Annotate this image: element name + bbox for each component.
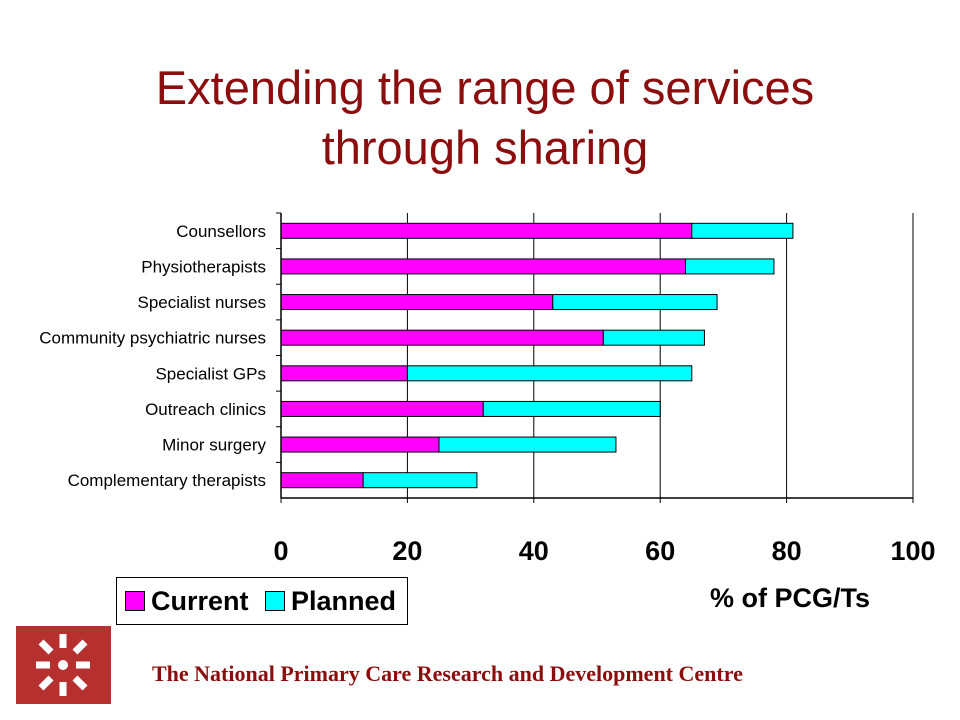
- slide-title: Extending the range of services through …: [60, 58, 910, 178]
- slide-title-line1: Extending the range of services: [155, 61, 815, 114]
- bar-current: [280, 400, 484, 417]
- x-tick-label: 20: [392, 536, 422, 566]
- bar-current: [280, 222, 693, 239]
- category-label: Specialist GPs: [155, 364, 266, 383]
- category-label: Specialist nurses: [137, 293, 266, 312]
- x-tick-label: 0: [273, 536, 288, 566]
- chart-gridlines: [406, 213, 914, 498]
- category-label: Complementary therapists: [68, 471, 266, 490]
- category-label: Physiotherapists: [141, 257, 266, 276]
- legend-item-planned: Planned: [265, 586, 396, 616]
- bar-current: [280, 365, 408, 382]
- chart-bars: [280, 222, 794, 489]
- bar-planned: [482, 400, 661, 417]
- legend-swatch-planned: [265, 591, 285, 611]
- x-axis-title: % of PCG/Ts: [710, 583, 871, 613]
- x-tick-label: 80: [772, 536, 802, 566]
- category-label: Community psychiatric nurses: [39, 329, 266, 348]
- stacked-bar-chart: Counsellors Physiotherapists Specialist nu…: [39, 212, 936, 566]
- legend-label-current: Current: [151, 585, 249, 616]
- chart-category-labels: Counsellors Physiotherapists Specialist nu…: [39, 222, 266, 490]
- x-tick-label: 100: [890, 536, 935, 566]
- bar-planned: [684, 258, 775, 275]
- legend-swatch-current: [125, 591, 145, 611]
- bar-planned: [602, 329, 705, 346]
- asterisk-logo-icon: [16, 626, 111, 704]
- bar-current: [280, 294, 554, 311]
- slide-title-line2: through sharing: [321, 121, 649, 174]
- x-tick-label: 60: [645, 536, 675, 566]
- bar-current: [280, 436, 440, 453]
- bar-current: [280, 329, 604, 346]
- category-label: Outreach clinics: [145, 400, 266, 419]
- bar-planned: [691, 222, 794, 239]
- category-label: Counsellors: [176, 222, 266, 241]
- footer-organization: The National Primary Care Research and D…: [152, 661, 743, 686]
- category-label: Minor surgery: [162, 436, 266, 455]
- chart-tick-labels: 0 20 40 60 80 100: [273, 536, 935, 566]
- chart-axes: [276, 212, 914, 503]
- bar-planned: [552, 294, 718, 311]
- bar-planned: [438, 436, 617, 453]
- bar-current: [280, 258, 686, 275]
- legend-label-planned: Planned: [291, 585, 397, 616]
- legend-item-current: Current: [125, 586, 249, 616]
- bar-current: [280, 472, 364, 489]
- x-tick-label: 40: [519, 536, 549, 566]
- chart-legend: Current Planned: [116, 577, 408, 625]
- bar-planned: [406, 365, 693, 382]
- bar-planned: [362, 472, 478, 489]
